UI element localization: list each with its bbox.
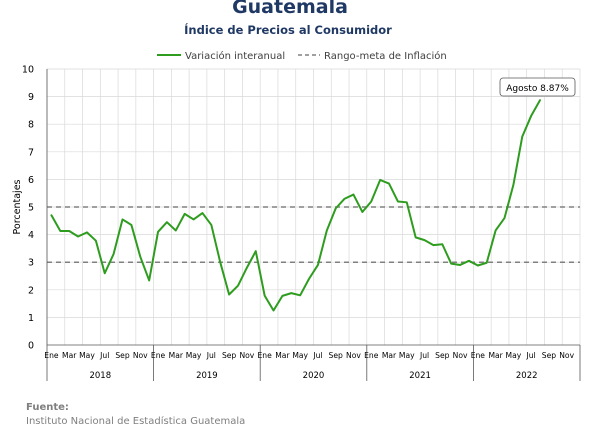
x-tick-label: May — [79, 351, 95, 360]
y-tick-label: 3 — [28, 258, 34, 269]
year-label: 2019 — [196, 371, 218, 381]
chart-subtitle: Índice de Precios al Consumidor — [184, 22, 392, 37]
x-tick-label: Jul — [526, 351, 536, 360]
x-tick-label: May — [186, 351, 202, 360]
x-tick-label: Mar — [382, 351, 397, 360]
x-tick-label: Sep — [222, 351, 236, 360]
axes — [46, 69, 581, 381]
year-label: 2020 — [303, 371, 325, 381]
x-tick-label: Ene — [471, 351, 486, 360]
x-tick-label: May — [292, 351, 308, 360]
series-line-variacion-interanual — [50, 99, 542, 312]
x-tick-label: Nov — [453, 351, 468, 360]
callout: Agosto 8.87% — [499, 77, 576, 97]
x-tick-label: Mar — [169, 351, 184, 360]
x-tick-label: Nov — [239, 351, 254, 360]
source-heading: Fuente: — [26, 402, 69, 413]
x-tick-label: Nov — [346, 351, 361, 360]
x-tick-label: Sep — [329, 351, 343, 360]
x-tick-label: Jul — [99, 351, 109, 360]
y-tick-label: 6 — [28, 175, 34, 186]
series-layer — [50, 99, 542, 312]
x-tick-label: Ene — [44, 351, 59, 360]
legend: Variación interanual Rango-meta de Infla… — [157, 50, 447, 62]
y-axis-title: Porcentajes — [12, 179, 23, 234]
target-range-lines — [47, 206, 580, 263]
chart-title: Guatemala — [232, 0, 348, 18]
y-tick-label: 7 — [28, 147, 34, 158]
y-tick-label: 8 — [28, 120, 34, 131]
x-tick-label: Nov — [559, 351, 574, 360]
year-label: 2018 — [89, 371, 111, 381]
legend-series-label: Variación interanual — [185, 50, 285, 62]
x-tick-label: May — [506, 351, 522, 360]
y-tick-label: 0 — [28, 341, 34, 352]
x-tick-label: Sep — [435, 351, 449, 360]
y-tick-label: 5 — [28, 203, 34, 214]
x-tick-label: Sep — [542, 351, 556, 360]
x-tick-label: Mar — [488, 351, 503, 360]
y-tick-label: 4 — [28, 230, 34, 241]
x-tick-label: Jul — [312, 351, 322, 360]
callout-text: Agosto 8.87% — [506, 84, 569, 94]
year-label: 2022 — [516, 371, 538, 381]
y-tick-label: 9 — [28, 92, 34, 103]
legend-band-label: Rango-meta de Inflación — [324, 50, 447, 62]
y-tick-label: 10 — [22, 65, 34, 76]
y-tick-label: 2 — [28, 285, 34, 296]
x-tick-label: Jul — [206, 351, 216, 360]
x-tick-label: Mar — [275, 351, 290, 360]
callout-box — [499, 77, 576, 97]
x-tick-label: May — [399, 351, 415, 360]
x-tick-label: Jul — [419, 351, 429, 360]
x-tick-label: Nov — [133, 351, 148, 360]
source-text: Instituto Nacional de Estadística Guatem… — [26, 415, 245, 424]
x-tick-label: Ene — [257, 351, 272, 360]
x-tick-label: Mar — [62, 351, 77, 360]
y-tick-label: 1 — [28, 313, 34, 324]
year-label: 2021 — [409, 371, 431, 381]
x-tick-label: Sep — [115, 351, 129, 360]
x-tick-label: Ene — [364, 351, 379, 360]
y-tick-labels: 0 1 2 3 4 5 6 7 8 9 10 — [22, 65, 34, 352]
x-tick-label: Ene — [151, 351, 166, 360]
